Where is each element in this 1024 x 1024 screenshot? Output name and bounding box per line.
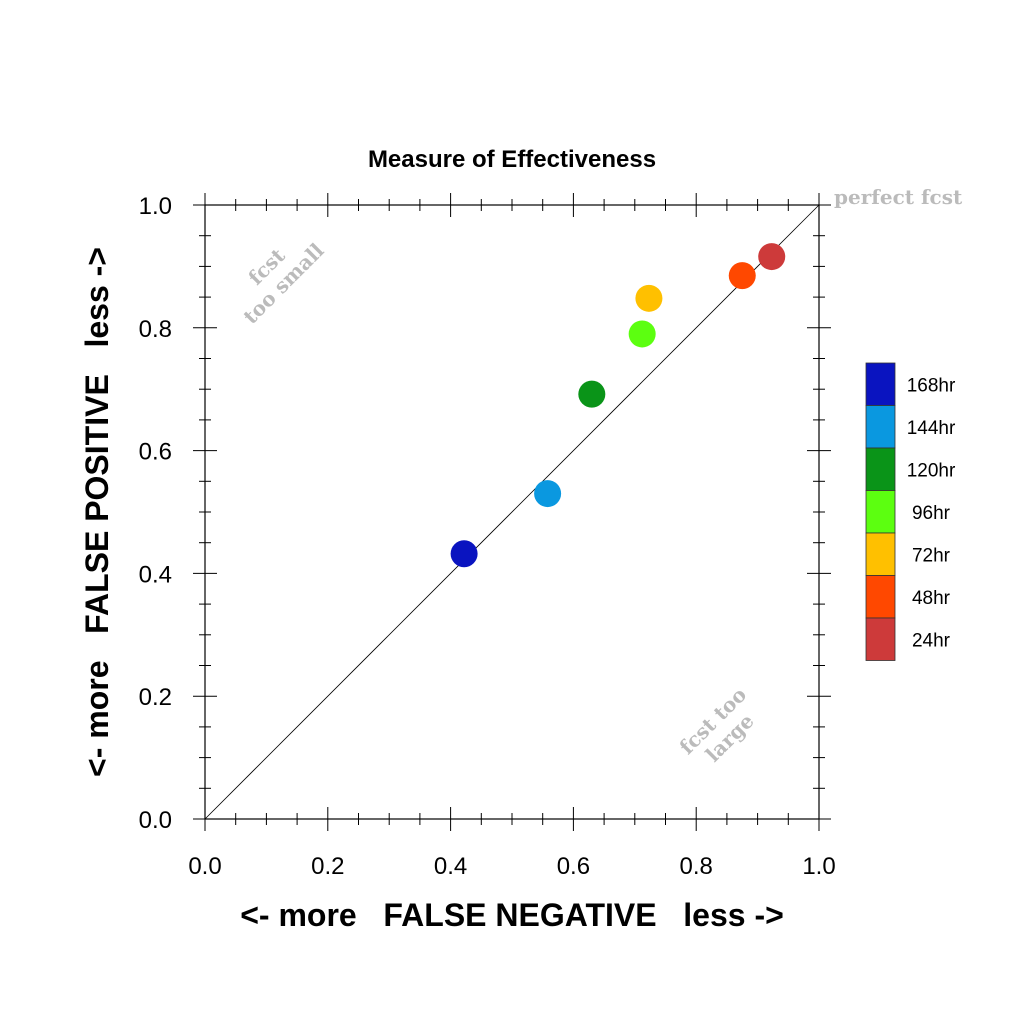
- legend-label-72hr: 72hr: [912, 545, 951, 566]
- legend-swatch-96hr: [865, 490, 896, 534]
- perfect-forecast-label: perfect fcst: [834, 185, 963, 209]
- y-axis-title: <- more FALSE POSITIVE less ->: [79, 247, 115, 777]
- legend-swatch-168hr: [865, 362, 896, 406]
- data-point-24hr: [758, 243, 786, 271]
- plot-area: [193, 193, 831, 831]
- legend-label-168hr: 168hr: [907, 375, 956, 396]
- legend-swatch-24hr: [865, 617, 896, 661]
- fcst-too-large-label: fcst too large: [675, 683, 759, 767]
- legend-label-96hr: 96hr: [912, 503, 951, 524]
- legend-label-48hr: 48hr: [912, 588, 951, 609]
- legend-swatch-48hr: [865, 575, 896, 619]
- legend-swatch-144hr: [865, 405, 896, 449]
- y-tick-label: 0.6: [139, 439, 172, 466]
- legend-label-120hr: 120hr: [907, 460, 956, 481]
- x-axis-title: <- more FALSE NEGATIVE less ->: [240, 897, 784, 933]
- fcst-too-small-line2: too small: [238, 238, 328, 328]
- x-tick-label: 1.0: [802, 853, 835, 880]
- data-point-168hr: [450, 540, 478, 568]
- data-point-48hr: [728, 262, 756, 290]
- legend-label-144hr: 144hr: [907, 418, 956, 439]
- x-tick-label: 0.2: [311, 853, 344, 880]
- y-tick-label: 0.8: [139, 316, 172, 343]
- fcst-too-small-label: fcst too small: [238, 238, 328, 328]
- data-point-120hr: [578, 380, 606, 408]
- axis-ticks: [193, 193, 831, 831]
- perfect-forecast-line: [204, 204, 820, 820]
- legend-label-24hr: 24hr: [912, 630, 951, 651]
- x-tick-label: 0.4: [434, 853, 467, 880]
- y-tick-label: 1.0: [139, 193, 172, 220]
- y-tick-labels: 0.0 0.2 0.4 0.6 0.8 1.0: [139, 193, 172, 834]
- data-point-144hr: [534, 480, 562, 508]
- y-tick-label: 0.0: [139, 807, 172, 834]
- x-tick-label: 0.8: [680, 853, 713, 880]
- x-tick-labels: 0.0 0.2 0.4 0.6 0.8 1.0: [188, 853, 835, 880]
- x-tick-label: 0.0: [188, 853, 221, 880]
- x-tick-label: 0.6: [557, 853, 590, 880]
- legend-swatch-120hr: [865, 447, 896, 491]
- data-point-72hr: [635, 284, 663, 312]
- data-points: [450, 243, 786, 568]
- y-tick-label: 0.4: [139, 561, 172, 588]
- data-point-96hr: [628, 320, 656, 348]
- legend-swatch-72hr: [865, 532, 896, 576]
- chart-title: Measure of Effectiveness: [368, 146, 656, 173]
- y-tick-label: 0.2: [139, 684, 172, 711]
- legend: 168hr 144hr 120hr 96hr 72hr 48hr 24hr: [865, 362, 956, 661]
